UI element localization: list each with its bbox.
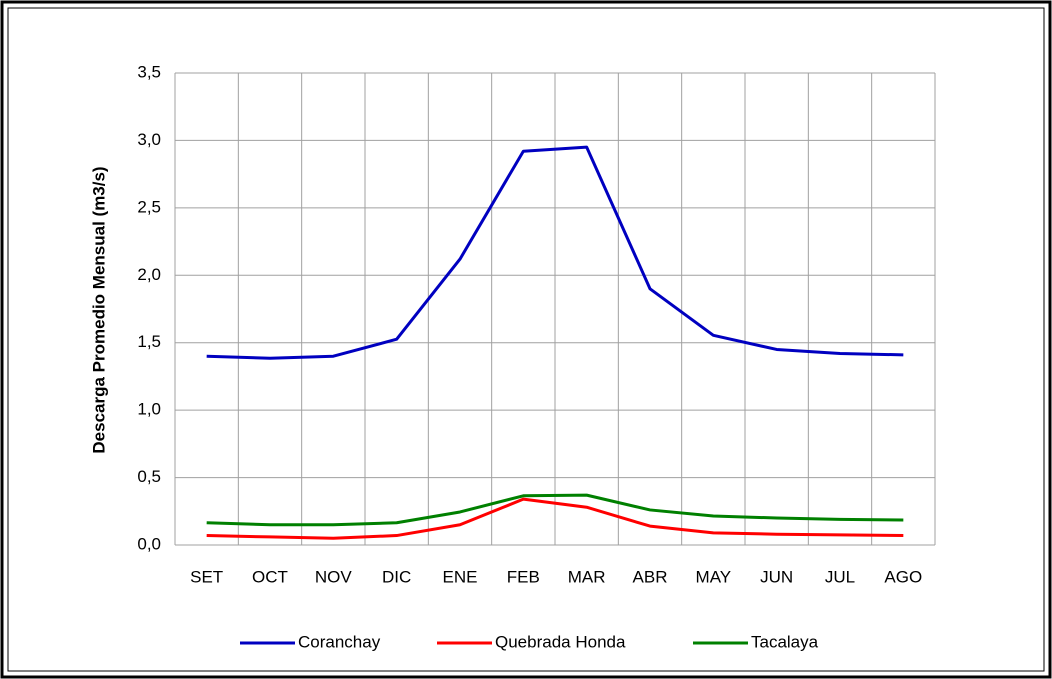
y-tick-label: 3,0 [137,130,161,149]
x-tick-label: DIC [382,567,411,586]
y-tick-label: 2,0 [137,265,161,284]
y-axis-title: Descarga Promedio Mensual (m3/s) [89,166,108,453]
series-line [206,493,904,527]
x-tick-label: NOV [315,567,353,586]
y-tick-label: 1,0 [137,400,161,419]
series-line [206,145,904,360]
x-tick-label: JUN [760,567,793,586]
x-tick-label: MAY [696,567,732,586]
inner-border [7,7,1045,672]
legend-label: Tacalaya [751,632,819,651]
x-tick-label: AGO [884,567,922,586]
x-tick-label: FEB [507,567,540,586]
y-tick-label: 0,5 [137,467,161,486]
y-tick-label: 1,5 [137,332,161,351]
x-tick-label: ABR [633,567,668,586]
x-tick-label: MAR [568,567,606,586]
y-tick-label: 0,0 [137,534,161,553]
x-tick-label: JUL [825,567,855,586]
y-tick-label: 3,5 [137,62,161,81]
series-line [206,497,904,540]
legend-label: Quebrada Honda [495,632,626,651]
x-tick-label: OCT [252,567,288,586]
legend-label: Coranchay [298,632,381,651]
x-tick-label: SET [190,567,223,586]
x-tick-label: ENE [443,567,478,586]
y-tick-label: 2,5 [137,197,161,216]
